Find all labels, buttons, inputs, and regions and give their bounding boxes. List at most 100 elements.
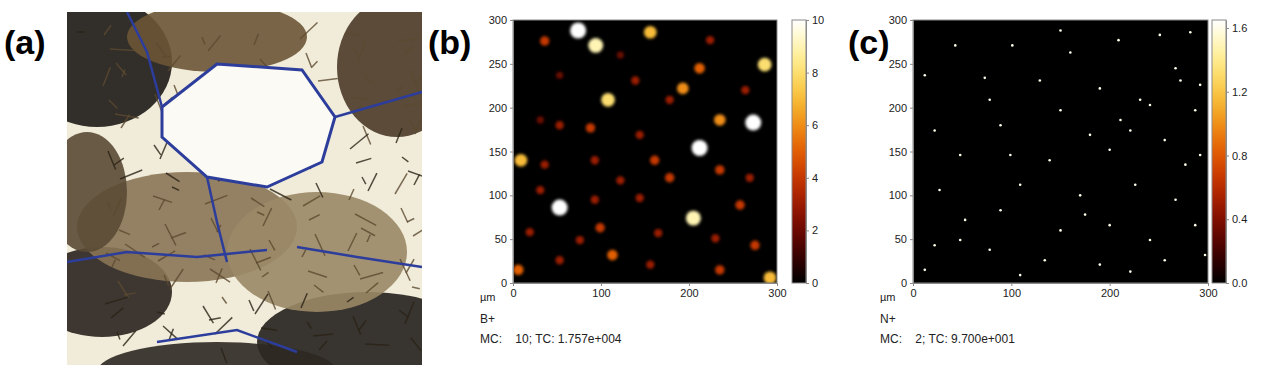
heatmap-cell (556, 72, 563, 79)
micrograph-stroke (77, 31, 85, 33)
micrograph-stroke (270, 189, 291, 200)
heatmap-cell (1059, 109, 1062, 112)
x-axis-tick-mark (777, 283, 778, 286)
y-axis-tick-label: 200 (489, 102, 507, 114)
micrograph-stroke (364, 75, 373, 83)
heatmap-cell (555, 256, 563, 264)
micrograph-stroke (108, 151, 116, 169)
heatmap-cell (1043, 259, 1046, 262)
heatmap-cell (665, 96, 673, 104)
micrograph-stroke (350, 134, 369, 149)
colorbar-axis-tick-mark (806, 178, 809, 179)
colorbar-axis-line (806, 21, 807, 284)
x-axis-line (514, 283, 778, 284)
colorbar-axis-tick-label: 4 (812, 172, 818, 184)
y-axis-tick-label: 50 (895, 233, 907, 245)
heatmap-cell (1194, 224, 1197, 227)
heatmap-cell (526, 228, 534, 236)
micrograph-stroke (396, 128, 402, 143)
heatmap-cell (1039, 79, 1042, 82)
heatmap-cell (999, 124, 1002, 127)
micrograph-stroke (164, 275, 169, 286)
micrograph-stroke (399, 310, 409, 317)
micrograph-stroke (109, 100, 117, 109)
heatmap-cell (924, 74, 927, 77)
micrograph-stroke (398, 39, 418, 41)
x-axis-tick-mark (601, 283, 602, 286)
y-axis: 050100150200250300 (889, 14, 914, 289)
micrograph-stroke (318, 78, 338, 81)
heatmap-spots (924, 29, 1207, 276)
heatmap-cell (1179, 79, 1182, 82)
y-axis-tick-label: 200 (889, 102, 907, 114)
colorbar-axis-tick-mark (806, 73, 809, 74)
heatmap-cell (1163, 139, 1166, 142)
colorbar-axis-tick-label: 0.4 (1232, 213, 1247, 225)
x-axis: 0100200300 (910, 283, 1217, 299)
x-axis-tick-label: 0 (910, 287, 916, 299)
heatmap-cell (607, 250, 618, 260)
heatmap-cell (964, 219, 967, 222)
y-axis-tick-mark (910, 195, 913, 196)
x-axis-tick: 0 (510, 283, 516, 299)
micrograph-stroke (251, 198, 264, 207)
heatmap-cell (938, 189, 941, 192)
y-axis-tick-mark (510, 152, 513, 153)
micrograph-grain (97, 342, 337, 365)
x-axis-tick: 300 (768, 283, 786, 299)
heatmap-cell (711, 234, 719, 242)
micrograph-stroke (162, 56, 170, 58)
micrograph-stroke (110, 49, 134, 51)
x-axis-tick-label: 200 (680, 287, 698, 299)
heatmap-cell (654, 229, 662, 237)
heatmap-cell (933, 129, 936, 132)
y-axis-tick-label: 250 (889, 58, 907, 70)
colorbar-axis-tick: 8 (806, 67, 818, 79)
micrograph-stroke (118, 281, 129, 298)
heatmap-cell (631, 76, 639, 84)
micrograph-stroke (414, 174, 420, 185)
micrograph-stroke (314, 285, 323, 292)
micrograph-grain (337, 12, 422, 137)
micrograph-stroke (156, 43, 166, 56)
y-axis-tick-mark (510, 20, 513, 21)
micrograph-stroke (303, 196, 320, 206)
micrograph-stroke (349, 189, 354, 200)
micrograph-stroke (411, 338, 421, 351)
heatmap-cell (1084, 213, 1087, 216)
micrograph-stroke (249, 300, 254, 311)
heatmap-cell (536, 186, 544, 194)
y-axis-tick-mark (910, 239, 913, 240)
heatmap-cell (1184, 163, 1187, 166)
colorbar-axis-tick-mark (806, 283, 809, 284)
colorbar-axis-tick-mark (806, 20, 809, 21)
x-axis-line (914, 283, 1209, 284)
micrograph-stroke (360, 272, 383, 279)
micrograph-stroke (413, 226, 422, 236)
micrograph-stroke (115, 114, 139, 118)
colorbar-axis-tick-mark (1226, 283, 1229, 284)
y-axis-tick-mark (910, 64, 913, 65)
y-axis-tick: 50 (895, 233, 913, 245)
heatmap-cell (983, 77, 986, 80)
plot-background (513, 20, 777, 283)
heatmap-cell (1163, 259, 1166, 262)
micrograph-stroke (355, 214, 376, 225)
y-axis-tick-mark (910, 152, 913, 153)
heatmap-cell (999, 209, 1002, 212)
micrograph-stroke (312, 61, 317, 67)
y-axis-tick-mark (910, 20, 913, 21)
heatmap-cells (924, 29, 1207, 276)
heatmap-cell (706, 36, 714, 44)
micrograph-stroke (367, 235, 370, 242)
y-axis-tick: 200 (489, 102, 513, 114)
heatmap-cell (513, 265, 524, 276)
micrograph-stroke (409, 120, 416, 130)
micrograph-stroke (300, 23, 317, 39)
micrograph-stroke (307, 322, 312, 329)
colorbar-axis-tick-label: 0 (812, 277, 818, 289)
colorbar-axis-tick: 6 (806, 119, 818, 131)
micrograph-texture (77, 23, 422, 363)
heatmap-spots (513, 23, 776, 283)
micrograph-stroke (113, 198, 122, 216)
